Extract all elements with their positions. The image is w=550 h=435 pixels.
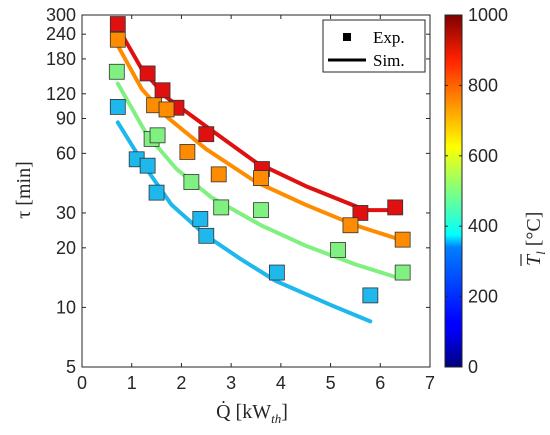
experiment-marker <box>268 264 285 281</box>
experiment-marker <box>198 126 215 143</box>
experiment-marker <box>183 174 200 190</box>
legend-box <box>322 19 426 73</box>
experiment-marker <box>253 202 269 219</box>
y-tick-label: 10 <box>56 297 76 317</box>
experiment-marker <box>158 101 175 118</box>
experiment-marker <box>109 99 126 115</box>
colorbar-label: Tl [°C] <box>520 212 548 266</box>
y-tick-label: 180 <box>46 49 76 69</box>
y-tick-label: 300 <box>46 5 76 25</box>
experiment-marker <box>330 242 346 258</box>
svg-text:Tl [°C]: Tl [°C] <box>523 212 548 266</box>
y-tick-label: 120 <box>46 84 76 104</box>
legend-marker-symbol <box>343 33 351 41</box>
x-axis-ticks: 0 1 2 3 4 5 6 7 <box>77 15 435 393</box>
experiment-marker <box>109 16 126 32</box>
colorbar-tick-label: 400 <box>468 216 498 236</box>
experiment-marker <box>148 184 165 201</box>
experiment-marker <box>192 210 209 227</box>
y-tick-label: 5 <box>66 357 76 377</box>
experiment-marker <box>139 157 156 174</box>
y-axis-label: τ [min] <box>13 161 35 218</box>
x-tick-label: 0 <box>77 373 87 393</box>
y-tick-label: 60 <box>56 143 76 163</box>
experiment-marker <box>362 287 379 304</box>
colorbar-tick-label: 200 <box>468 287 498 307</box>
experiment-marker <box>149 127 166 144</box>
experiment-marker <box>139 65 156 82</box>
experiment-marker <box>394 264 411 281</box>
x-tick-label: 7 <box>425 373 435 393</box>
y-tick-label: 240 <box>46 24 76 44</box>
x-tick-label: 5 <box>326 373 336 393</box>
x-tick-label: 4 <box>276 373 286 393</box>
experiment-marker <box>154 82 171 99</box>
experiment-marker <box>109 31 126 48</box>
x-axis-label: Q̇ [kWth] <box>216 399 288 426</box>
y-tick-label: 20 <box>56 238 76 258</box>
experiment-markers <box>108 16 411 304</box>
colorbar: 0 200 400 600 800 1000 Tl [°C] <box>444 5 548 377</box>
colorbar-tick-label: 600 <box>468 146 498 166</box>
experiment-marker <box>198 227 215 244</box>
y-tick-label: 30 <box>56 203 76 223</box>
experiment-marker <box>179 144 196 160</box>
x-tick-label: 6 <box>375 373 385 393</box>
experiment-marker <box>253 170 269 186</box>
legend-sim-label: Sim. <box>373 51 405 70</box>
experiment-marker <box>213 199 230 216</box>
x-tick-label: 2 <box>176 373 186 393</box>
colorbar-tick-label: 1000 <box>468 5 508 25</box>
colorbar-gradient <box>444 14 463 368</box>
y-tick-label: 90 <box>56 109 76 129</box>
colorbar-tick-label: 0 <box>468 357 478 377</box>
experiment-marker <box>108 63 125 80</box>
x-tick-label: 3 <box>226 373 236 393</box>
legend-exp-label: Exp. <box>373 28 405 47</box>
simulation-line <box>115 120 373 324</box>
experiment-marker <box>210 166 227 183</box>
x-tick-label: 1 <box>127 373 137 393</box>
colorbar-tick-label: 800 <box>468 75 498 95</box>
experiment-marker <box>394 231 411 248</box>
colorbar-ticks: 0 200 400 600 800 1000 <box>445 5 508 377</box>
experiment-marker <box>352 205 369 221</box>
legend: Exp. Sim. <box>322 19 426 73</box>
experiment-marker <box>387 199 404 216</box>
experiment-marker <box>342 217 359 234</box>
